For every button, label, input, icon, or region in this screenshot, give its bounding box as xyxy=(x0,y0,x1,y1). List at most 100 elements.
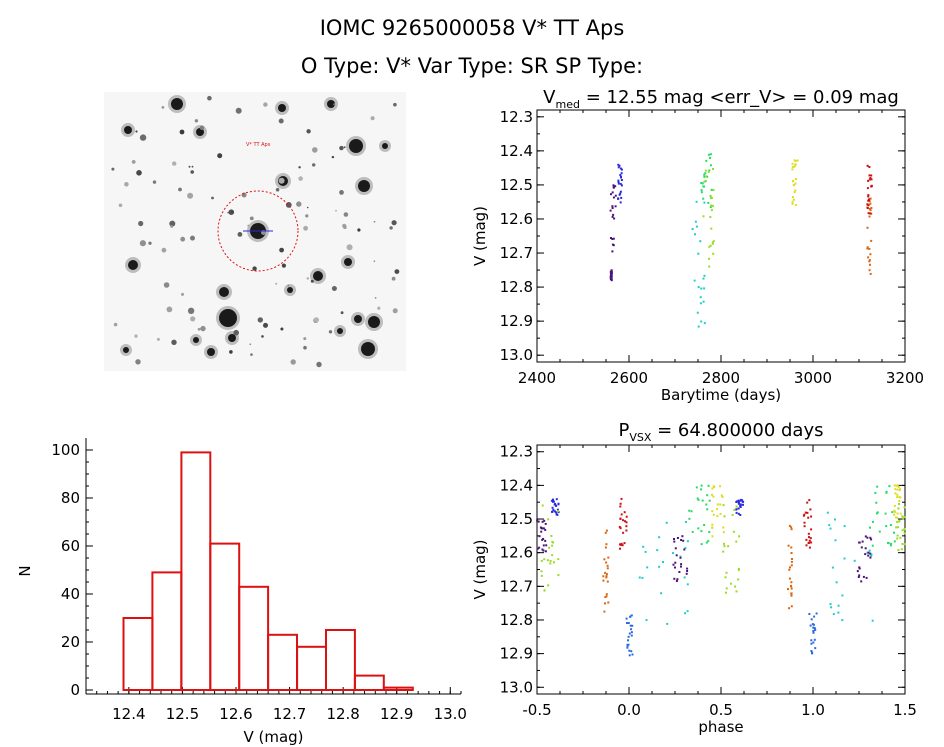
star xyxy=(287,287,293,293)
data-point xyxy=(551,540,554,543)
data-point xyxy=(695,200,698,203)
data-point xyxy=(700,191,703,194)
star xyxy=(219,287,229,297)
data-point xyxy=(835,581,838,584)
data-point xyxy=(897,507,900,510)
data-point xyxy=(828,524,831,527)
data-point xyxy=(794,160,797,162)
data-point xyxy=(693,279,696,282)
y-axis-label: N xyxy=(16,565,34,576)
plot-frame xyxy=(536,444,906,695)
star xyxy=(131,160,136,164)
data-point xyxy=(710,197,713,199)
star xyxy=(306,129,311,134)
data-point xyxy=(620,542,623,545)
data-point xyxy=(543,519,546,522)
data-point xyxy=(814,628,817,631)
data-point xyxy=(790,581,793,584)
star xyxy=(339,145,344,151)
data-point xyxy=(896,493,899,496)
data-point xyxy=(870,174,873,177)
data-point xyxy=(554,510,556,513)
data-point xyxy=(610,279,613,282)
data-point xyxy=(681,535,684,538)
data-point xyxy=(885,525,888,528)
data-point xyxy=(806,501,809,504)
data-point xyxy=(834,518,836,521)
x-tick-label: 13.0 xyxy=(434,705,467,723)
data-point xyxy=(716,515,719,518)
data-point xyxy=(830,606,833,609)
data-point xyxy=(709,153,712,156)
data-point xyxy=(686,567,689,570)
star xyxy=(343,146,346,149)
data-point xyxy=(870,184,873,187)
data-point xyxy=(722,504,725,507)
y-tick-label: 13.0 xyxy=(500,678,533,696)
data-point xyxy=(812,630,815,632)
star xyxy=(327,100,335,108)
data-point xyxy=(605,593,608,596)
data-point xyxy=(540,530,543,533)
star xyxy=(170,225,174,228)
data-point xyxy=(688,517,691,520)
data-point xyxy=(793,165,796,168)
histogram-bar xyxy=(122,617,154,691)
data-point xyxy=(619,201,622,204)
data-point xyxy=(658,565,661,568)
data-point xyxy=(706,175,709,178)
star xyxy=(152,180,157,184)
data-point xyxy=(694,220,697,223)
data-point xyxy=(812,631,815,634)
star xyxy=(354,315,362,323)
y-tick-label: 12.4 xyxy=(500,476,533,494)
data-point xyxy=(557,502,560,505)
data-point xyxy=(691,530,694,533)
data-point xyxy=(702,300,705,303)
data-point xyxy=(552,498,554,501)
star xyxy=(211,196,214,200)
data-point xyxy=(871,619,874,622)
data-point xyxy=(686,540,689,543)
data-point xyxy=(619,190,622,193)
data-point xyxy=(716,503,719,506)
star xyxy=(123,347,129,353)
star xyxy=(190,235,195,241)
data-point xyxy=(686,570,689,572)
star xyxy=(313,317,319,323)
data-point xyxy=(630,628,633,631)
data-point xyxy=(890,542,893,545)
data-point xyxy=(549,562,552,565)
data-point xyxy=(867,554,870,557)
star xyxy=(393,102,397,107)
data-point xyxy=(791,168,794,171)
data-point xyxy=(866,246,869,249)
data-point xyxy=(546,559,549,562)
data-point xyxy=(675,554,678,557)
data-point xyxy=(723,542,725,545)
data-point xyxy=(696,311,699,314)
data-point xyxy=(809,508,812,511)
data-point xyxy=(702,277,705,280)
data-point xyxy=(684,612,687,615)
data-point xyxy=(898,503,900,505)
data-point xyxy=(867,194,870,197)
data-point xyxy=(868,269,871,272)
data-point xyxy=(619,505,622,508)
data-point xyxy=(894,510,897,513)
data-point xyxy=(543,558,546,561)
data-point xyxy=(625,617,628,620)
star xyxy=(391,276,396,281)
data-point xyxy=(604,546,607,549)
star xyxy=(368,316,380,328)
data-point xyxy=(627,622,630,624)
star xyxy=(136,170,142,176)
data-point xyxy=(869,212,872,215)
y-tick-label: 12.6 xyxy=(500,544,533,562)
data-point xyxy=(617,197,620,200)
star xyxy=(181,292,184,296)
data-point xyxy=(868,178,871,181)
data-point xyxy=(860,580,863,583)
data-point xyxy=(680,565,682,568)
data-point xyxy=(709,195,712,198)
